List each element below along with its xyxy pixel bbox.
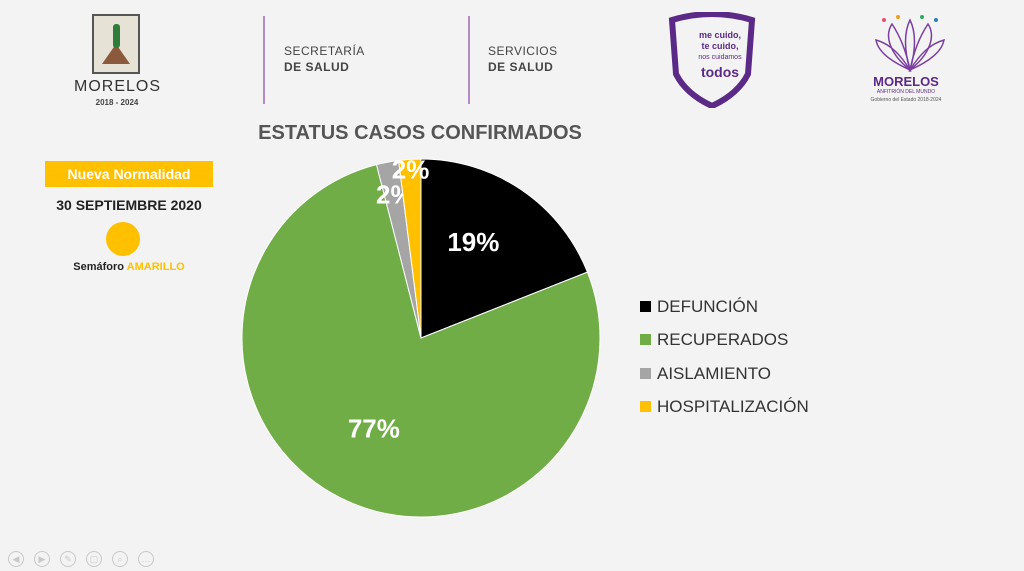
data-label: 19%	[447, 227, 499, 257]
left-logo-years: 2018 - 2024	[95, 98, 139, 107]
legend-label: HOSPITALIZACIÓN	[657, 397, 809, 416]
pen-icon[interactable]: ✎	[60, 551, 76, 567]
legend-item: HOSPITALIZACIÓN	[640, 397, 809, 417]
zoom-icon[interactable]: ⌕	[112, 551, 128, 567]
state-seal-logo	[92, 14, 140, 74]
pie-slice-hospitalización	[398, 158, 422, 339]
semaforo-status: Semáforo AMARILLO	[40, 261, 218, 273]
campaign-line2: te cuido,	[701, 41, 739, 51]
slides-icon[interactable]: ▢	[86, 551, 102, 567]
legend-swatch	[640, 301, 651, 313]
report-date: 30 SEPTIEMBRE 2020	[56, 197, 202, 213]
semaforo-value: AMARILLO	[126, 261, 185, 273]
legend-label: RECUPERADOS	[657, 330, 789, 349]
legend-label: AISLAMIENTO	[657, 364, 771, 383]
header-divider	[263, 16, 265, 104]
legend-item: AISLAMIENTO	[640, 364, 771, 384]
dept1-line2: DE SALUD	[284, 60, 350, 74]
more-icon[interactable]: …	[138, 551, 154, 567]
chart-title: ESTATUS CASOS CONFIRMADOS	[258, 122, 582, 144]
campaign-shield-logo: me cuido, te cuido, nos cuidamos todos	[668, 11, 756, 110]
legend-label: DEFUNCIÓN	[657, 297, 759, 316]
right-logo-name: MORELOS	[873, 74, 939, 89]
campaign-line4: todos	[700, 64, 740, 80]
legend-swatch	[640, 334, 651, 346]
dept2-line1: SERVICIOS	[488, 44, 558, 58]
next-icon[interactable]: ▶	[34, 551, 50, 567]
dept1-line1: SECRETARÍA	[284, 44, 365, 58]
header-divider	[468, 16, 470, 104]
campaign-line1: me cuido,	[698, 30, 741, 40]
right-logo-sub: ANFITRIÓN DEL MUNDO	[876, 89, 936, 95]
data-label: 77%	[348, 413, 400, 443]
left-logo-name: MORELOS	[74, 78, 162, 95]
nueva-normalidad-badge: Nueva Normalidad	[45, 161, 213, 187]
data-label: 2%	[392, 155, 430, 185]
campaign-line3: nos cuidamos	[698, 54, 742, 61]
prev-icon[interactable]: ◀	[8, 551, 24, 567]
pie-slice-defunción	[420, 158, 589, 339]
pie-slice-recuperados	[241, 164, 601, 518]
semaforo-label: Semáforo	[73, 261, 125, 273]
lotus-logo-icon	[870, 14, 950, 73]
legend-item: DEFUNCIÓN	[640, 297, 758, 317]
dept2-line2: DE SALUD	[488, 60, 554, 74]
right-logo-gov: Gobierno del Estado 2018-2024	[870, 97, 942, 103]
legend-swatch	[640, 368, 651, 380]
legend-swatch	[640, 401, 651, 413]
legend-item: RECUPERADOS	[640, 330, 788, 350]
semaforo-light-icon	[106, 222, 140, 256]
